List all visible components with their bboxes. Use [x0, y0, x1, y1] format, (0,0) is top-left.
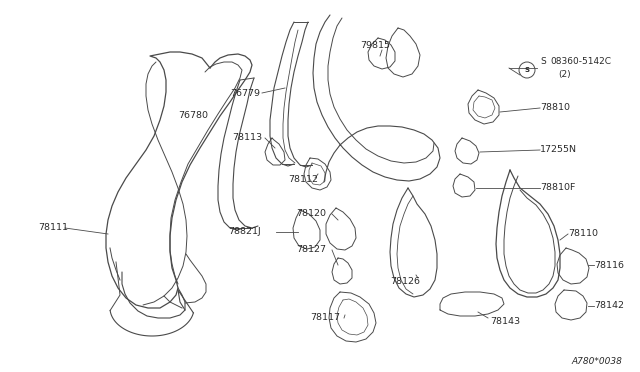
- Text: 76780: 76780: [178, 110, 208, 119]
- Text: 78116: 78116: [594, 260, 624, 269]
- Text: 78143: 78143: [490, 317, 520, 327]
- Text: A780*0038: A780*0038: [571, 357, 622, 366]
- Text: 76779: 76779: [230, 89, 260, 97]
- Text: 79815: 79815: [360, 42, 390, 51]
- Text: 17255N: 17255N: [540, 145, 577, 154]
- Text: 78110: 78110: [568, 230, 598, 238]
- Text: 78127: 78127: [296, 246, 326, 254]
- Text: 08360-5142C: 08360-5142C: [550, 58, 611, 67]
- Text: 78113: 78113: [232, 134, 262, 142]
- Text: 78112: 78112: [288, 176, 318, 185]
- Text: S: S: [525, 67, 529, 73]
- Text: 78810F: 78810F: [540, 183, 575, 192]
- Text: 78126: 78126: [390, 278, 420, 286]
- Text: 78117: 78117: [310, 314, 340, 323]
- Text: S: S: [540, 58, 546, 67]
- Text: 78111: 78111: [38, 224, 68, 232]
- Text: (2): (2): [558, 70, 571, 78]
- Text: 78120: 78120: [296, 209, 326, 218]
- Text: 78142: 78142: [594, 301, 624, 311]
- Text: 78810: 78810: [540, 103, 570, 112]
- Text: 78821J: 78821J: [228, 228, 260, 237]
